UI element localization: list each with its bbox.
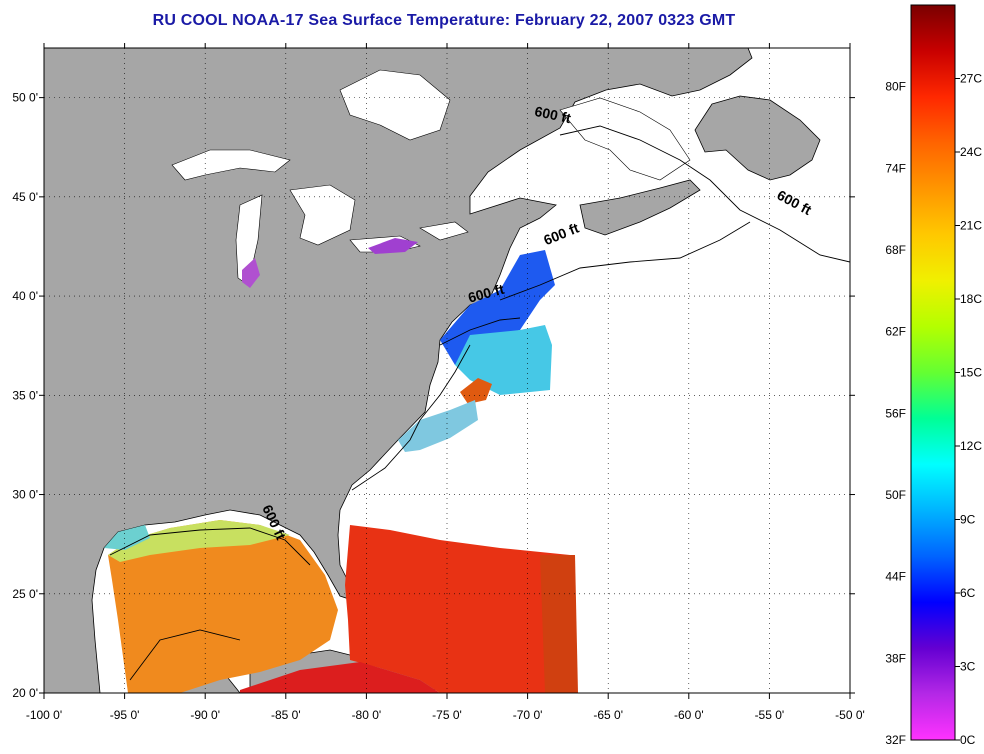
sst-lake-michigan <box>242 258 260 288</box>
colorbar-c-label: 21C <box>960 219 982 233</box>
sst-lake-erie <box>368 238 418 254</box>
land-nova-scotia <box>579 179 701 236</box>
colorbar-c-label: 27C <box>960 72 982 86</box>
colorbar-c-label: 9C <box>960 513 976 527</box>
sst-carolina <box>398 400 478 452</box>
lat-tick-label: 35 0' <box>12 388 38 402</box>
colorbar-c-label: 3C <box>960 660 976 674</box>
sst-strip-edge <box>540 555 578 693</box>
sst-gulf-north-cool <box>108 520 290 562</box>
colorbar-f-label: 74F <box>885 161 906 175</box>
lon-tick-label: -65 0' <box>593 708 623 722</box>
lat-tick-label: 25 0' <box>12 587 38 601</box>
lat-tick-label: 50 0' <box>12 91 38 105</box>
lon-tick-label: -55 0' <box>755 708 785 722</box>
lon-tick-label: -50 0' <box>835 708 865 722</box>
colorbar <box>910 4 956 741</box>
colorbar-f-label: 38F <box>885 651 906 665</box>
colorbar-f-label: 68F <box>885 243 906 257</box>
land-newfoundland <box>694 95 821 181</box>
isobath-label: 600 ft <box>533 103 572 126</box>
sst-caribbean <box>240 662 440 693</box>
colorbar-c-label: 18C <box>960 292 982 306</box>
sst-gulf-of-mexico <box>108 520 338 693</box>
colorbar-celsius-labels: 27C 24C 21C 18C 15C 12C 9C 6C 3C 0C <box>955 72 982 747</box>
colorbar-f-label: 50F <box>885 488 906 502</box>
lon-tick-label: -90 0' <box>190 708 220 722</box>
lat-tick-label: 30 0' <box>12 488 38 502</box>
sst-shelf-blue <box>440 250 555 365</box>
colorbar-c-label: 12C <box>960 439 982 453</box>
sst-gulf-coast-cyan <box>104 525 150 550</box>
lat-tick-label: 40 0' <box>12 289 38 303</box>
lon-tick-label: -80 0' <box>352 708 382 722</box>
chart-title: RU COOL NOAA-17 Sea Surface Temperature:… <box>152 12 736 29</box>
colorbar-f-label: 80F <box>885 80 906 94</box>
colorbar-fahrenheit-labels: 80F 74F 68F 62F 56F 50F 44F 38F 32F <box>885 80 906 747</box>
colorbar-f-label: 32F <box>885 733 906 747</box>
colorbar-f-label: 44F <box>885 570 906 584</box>
colorbar-f-label: 56F <box>885 406 906 420</box>
lon-tick-label: -70 0' <box>513 708 543 722</box>
lat-tick-label: 20 0' <box>12 686 38 700</box>
latitude-axis: 20 0' 25 0' 30 0' 35 0' 40 0' 45 0' 50 0' <box>12 91 855 700</box>
lon-tick-label: -100 0' <box>26 708 62 722</box>
longitude-axis: -100 0' -95 0' -90 0' -85 0' -80 0' -75 0' -70… <box>26 43 865 722</box>
sst-atlantic-south <box>345 525 570 693</box>
colorbar-f-label: 62F <box>885 325 906 339</box>
colorbar-c-label: 24C <box>960 145 982 159</box>
lon-tick-label: -85 0' <box>271 708 301 722</box>
colorbar-c-label: 15C <box>960 366 982 380</box>
land-north-america <box>44 48 753 693</box>
lon-tick-label: -95 0' <box>110 708 140 722</box>
lon-tick-label: -75 0' <box>432 708 462 722</box>
sst-gulfstream <box>460 378 492 404</box>
isobath-lines <box>109 125 850 681</box>
lon-tick-label: -60 0' <box>674 708 704 722</box>
colorbar-c-label: 0C <box>960 733 976 747</box>
colorbar-c-label: 6C <box>960 586 976 600</box>
sst-slope-cyan <box>455 325 552 395</box>
lat-tick-label: 45 0' <box>12 190 38 204</box>
